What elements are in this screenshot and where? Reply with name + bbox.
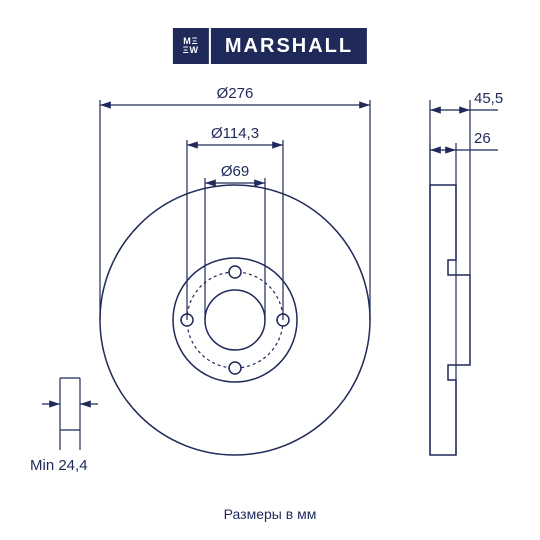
dim-min-thickness: Min 24,4 [30,457,88,474]
dim-outer-diameter: Ø276 [217,85,254,102]
caption: Размеры в мм [0,506,540,522]
side-profile [430,185,470,455]
min-thickness-marker [42,378,98,450]
dim-center-bore: Ø69 [221,163,249,180]
dim-bolt-circle: Ø114,3 [211,125,259,142]
dim-offset: 45,5 [474,90,503,107]
page: ΜΞ ΞW MARSHALL abcp [0,0,540,540]
technical-drawing: Ø276 Ø114,3 Ø69 45,5 26 [0,0,540,540]
dim-thickness: 26 [474,130,491,147]
